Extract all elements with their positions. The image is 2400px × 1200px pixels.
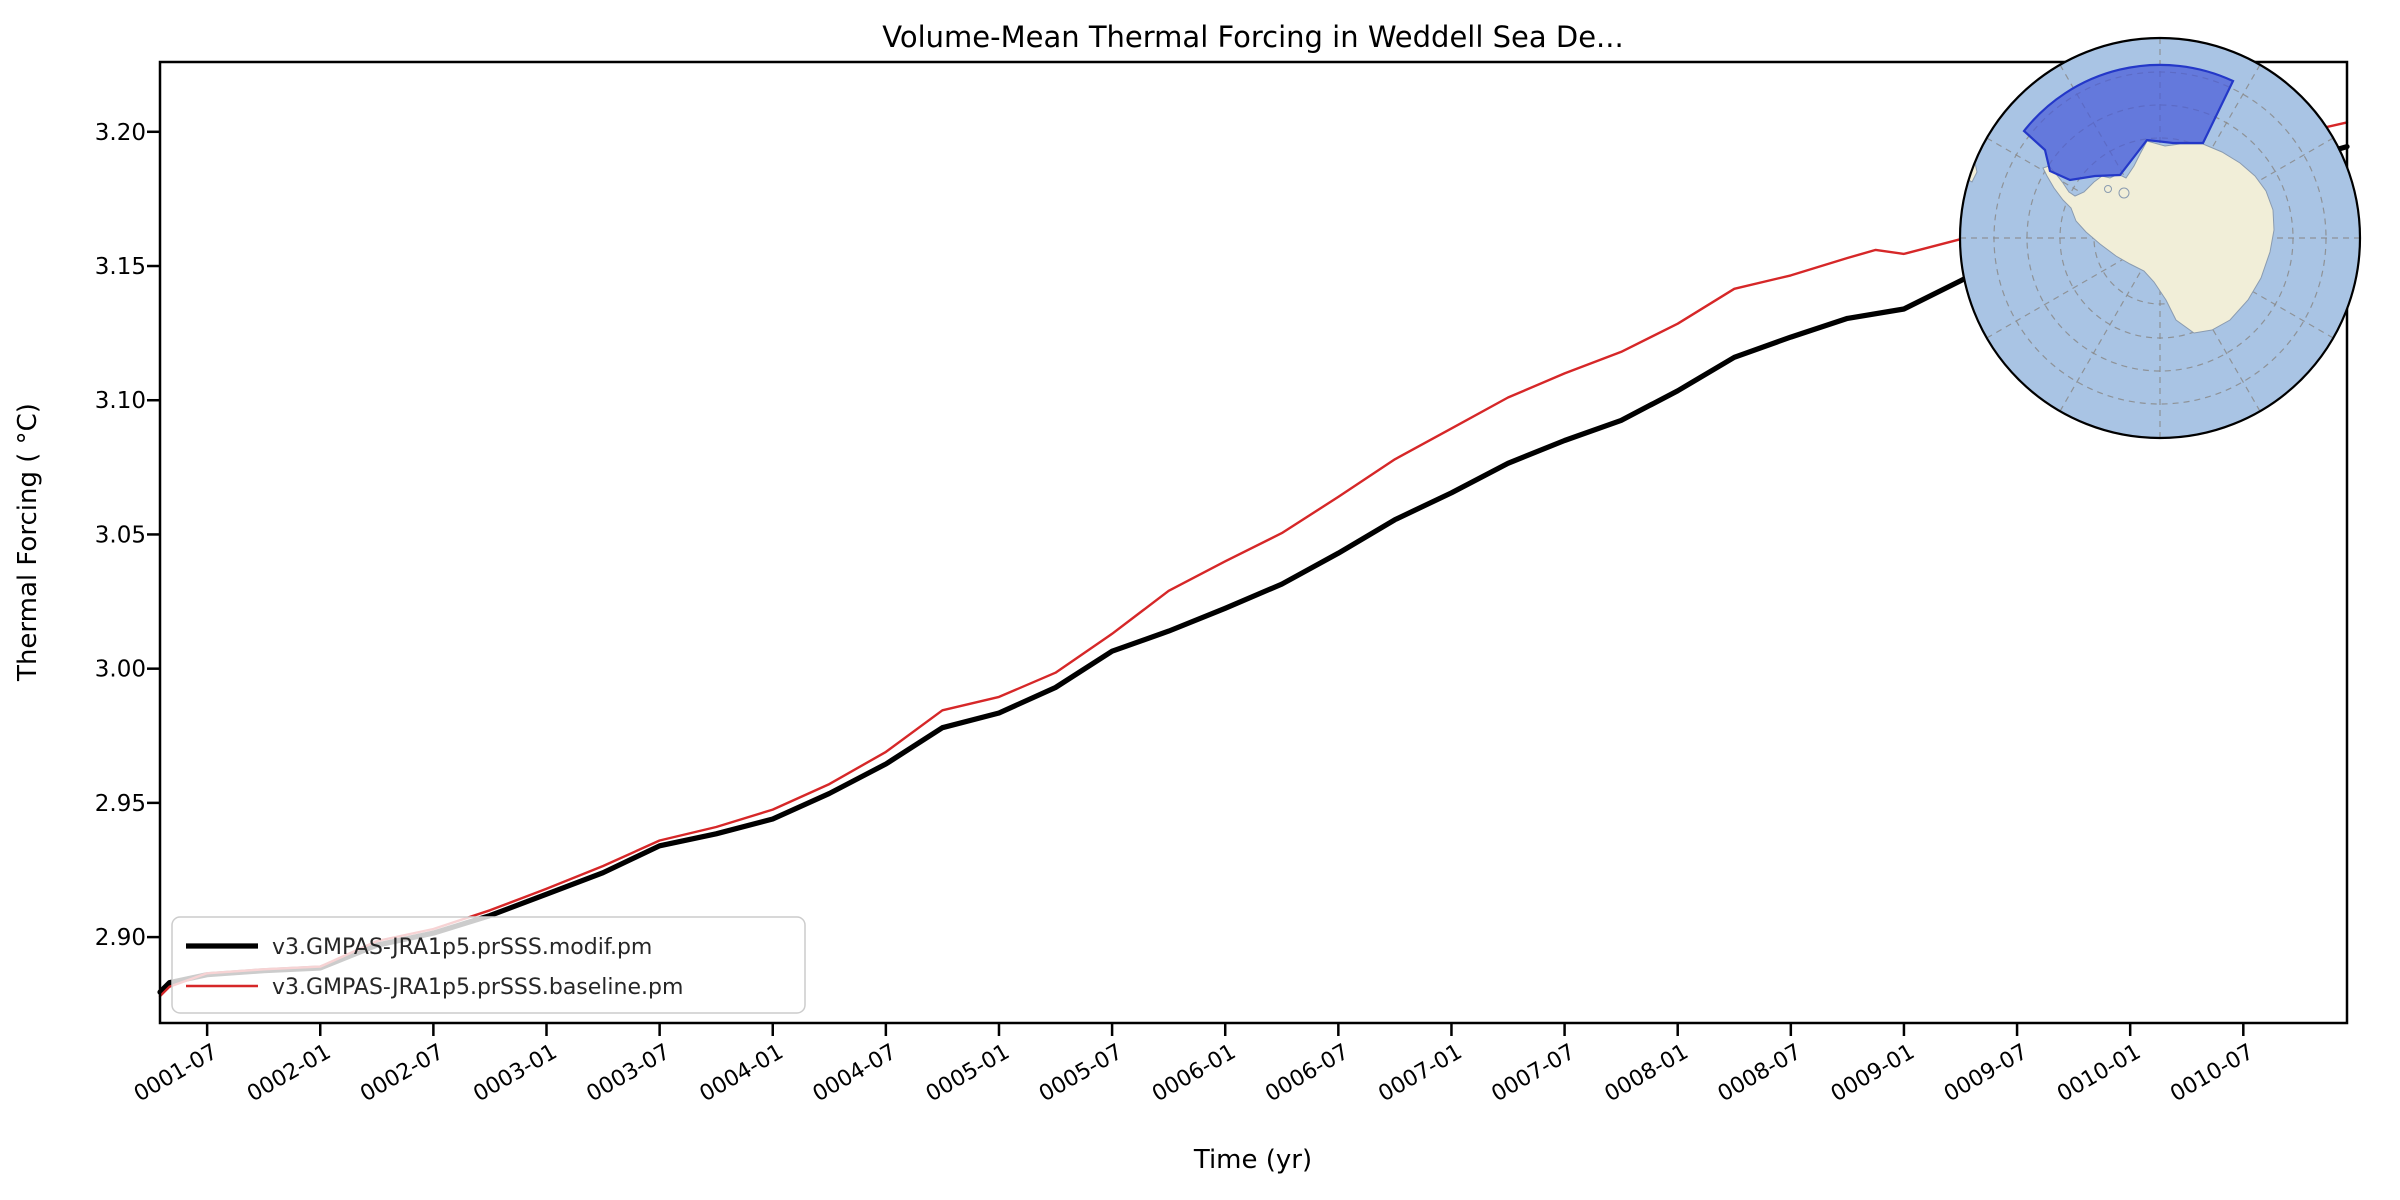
x-tick-label: 0003-01 [469,1040,561,1108]
x-tick-label: 0008-07 [1714,1040,1806,1108]
legend: v3.GMPAS-JRA1p5.prSSS.modif.pm v3.GMPAS-… [171,916,806,1014]
x-tick-label: 0007-01 [1374,1040,1466,1108]
y-axis-ticks: 2.90 2.95 3.00 3.05 3.10 3.15 3.20 [95,120,160,951]
x-tick-label: 0009-01 [1827,1040,1919,1108]
y-tick-label: 2.95 [95,791,146,817]
chart-title: Volume-Mean Thermal Forcing in Weddell S… [882,20,1623,54]
x-tick-label: 0006-01 [1148,1040,1240,1108]
y-tick-label: 3.10 [95,388,146,414]
x-tick-label: 0010-07 [2166,1040,2258,1108]
y-tick-label: 3.05 [95,522,146,548]
map-meridian-line [2175,246,2334,339]
legend-box [171,916,806,1014]
x-tick-label: 0002-07 [356,1040,448,1108]
x-axis-ticks: 0001-07 0002-01 0002-07 0003-01 0003-07 0004-… [130,1023,2258,1107]
x-tick-label: 0002-01 [243,1040,335,1108]
x-tick-label: 0004-07 [809,1040,901,1108]
south-polar-map-inset [1958,36,2362,440]
map-boundary-circle [1958,36,2362,440]
x-tick-label: 0005-07 [1035,1040,1127,1108]
x-tick-label: 0001-07 [130,1040,222,1108]
y-tick-label: 3.15 [95,254,146,280]
y-axis-label: Thermal Forcing ( °C) [13,403,43,682]
x-tick-label: 0007-07 [1487,1040,1579,1108]
map-meridian-line [2059,253,2152,412]
x-tick-label: 0003-07 [583,1040,675,1108]
x-tick-label: 0004-01 [696,1040,788,1108]
map-meridian-line [1986,246,2145,339]
map-meridian-line [1986,137,2145,230]
y-tick-label: 3.20 [95,120,146,146]
x-axis-label: Time (yr) [1193,1145,1312,1175]
legend-label-modif: v3.GMPAS-JRA1p5.prSSS.modif.pm [272,935,652,960]
y-tick-label: 2.90 [95,925,146,951]
legend-label-baseline: v3.GMPAS-JRA1p5.prSSS.baseline.pm [272,975,683,1000]
map-meridian-line [2168,253,2261,412]
weddell-sea-region [2022,63,2235,182]
y-tick-label: 3.00 [95,657,146,683]
x-tick-label: 0005-01 [922,1040,1014,1108]
x-tick-label: 0010-01 [2053,1040,2145,1108]
x-tick-label: 0008-01 [1601,1040,1693,1108]
x-tick-label: 0009-07 [1940,1040,2032,1108]
x-tick-label: 0006-07 [1261,1040,1353,1108]
map-meridian-line [2168,64,2261,223]
plot-frame [158,60,2349,1025]
